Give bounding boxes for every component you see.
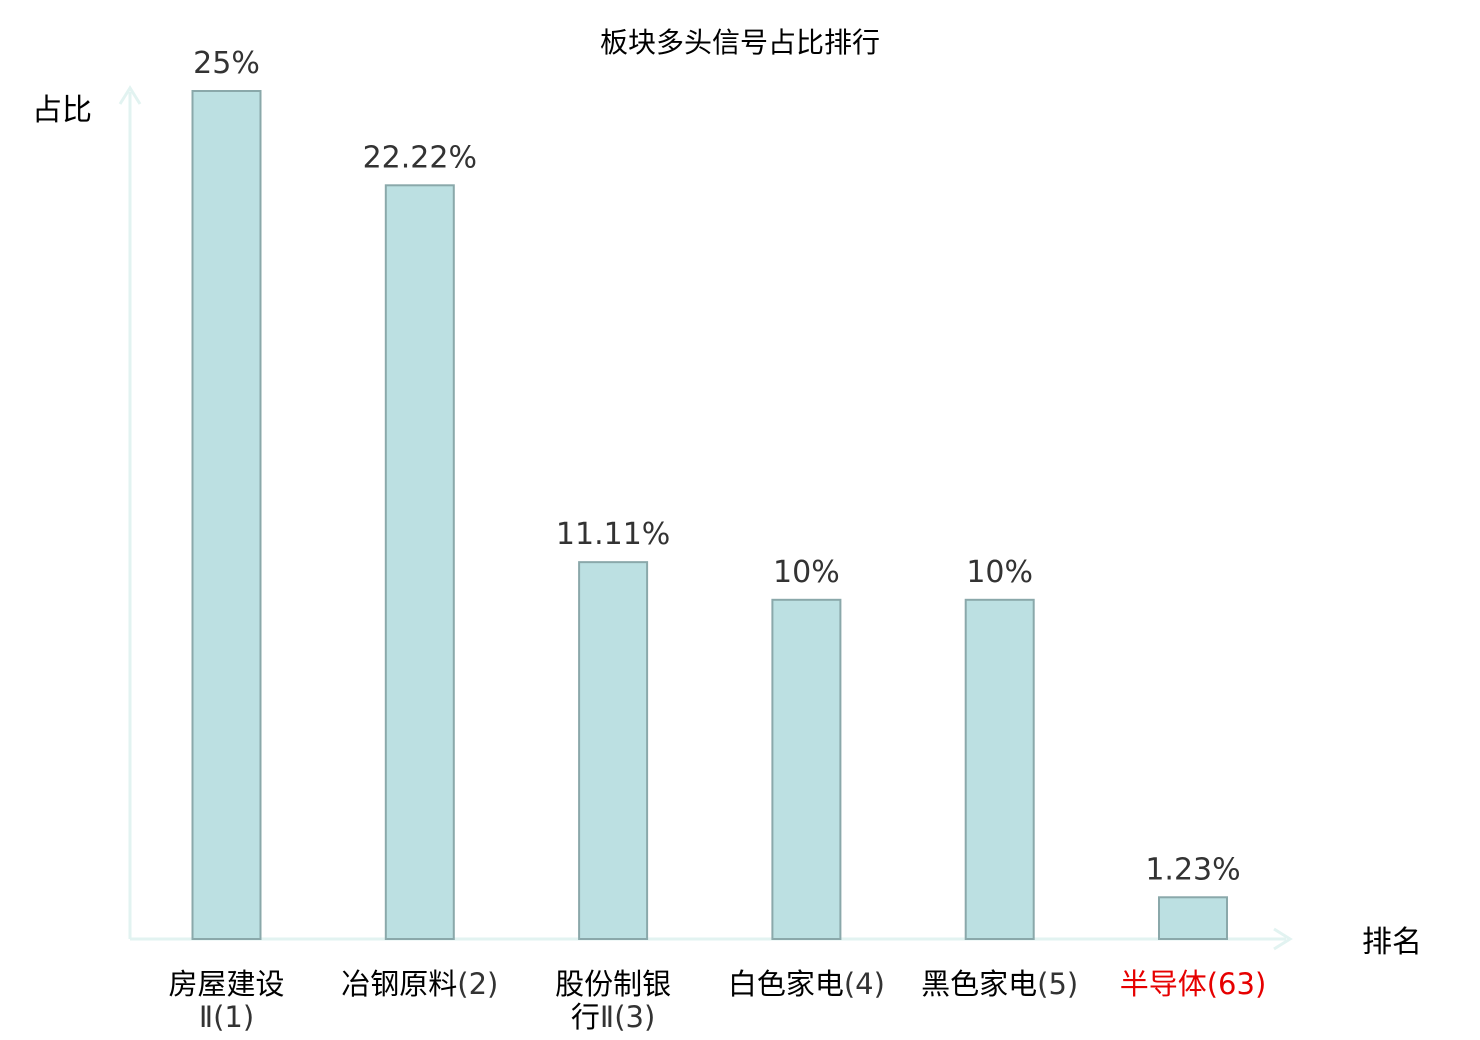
category-label: 行Ⅱ(3) bbox=[571, 1000, 655, 1034]
bar bbox=[384, 184, 455, 940]
x-axis-label: 排名 bbox=[1362, 925, 1422, 960]
value-label: 10% bbox=[773, 555, 840, 590]
category-label: 白色家电(4) bbox=[728, 967, 885, 1001]
category-label: 股份制银 bbox=[555, 967, 671, 1001]
category-label: Ⅱ(1) bbox=[199, 1000, 254, 1034]
category-label: 房屋建设 bbox=[168, 967, 284, 1001]
y-axis-arrow bbox=[118, 85, 142, 105]
value-label: 10% bbox=[966, 555, 1033, 590]
chart-title: 板块多头信号占比排行 bbox=[600, 26, 880, 59]
category-label: 半导体(63) bbox=[1120, 967, 1267, 1001]
value-label: 1.23% bbox=[1145, 852, 1240, 887]
bar bbox=[1158, 896, 1228, 940]
bars-group bbox=[191, 90, 1228, 940]
bar bbox=[964, 598, 1035, 940]
value-label: 25% bbox=[193, 46, 260, 81]
x-axis-arrow bbox=[1273, 927, 1293, 951]
category-label: 黑色家电(5) bbox=[921, 967, 1078, 1001]
category-label: 冶钢原料(2) bbox=[341, 967, 498, 1001]
y-axis-label: 占比 bbox=[32, 93, 92, 128]
axes bbox=[118, 85, 1293, 951]
bar bbox=[771, 598, 842, 940]
value-label: 22.22% bbox=[363, 140, 477, 175]
value-labels-group: 25% 22.22% 11.11% 10% 10% 1.23% bbox=[193, 46, 1241, 887]
bar bbox=[191, 90, 262, 940]
bar bbox=[578, 561, 649, 940]
value-label: 11.11% bbox=[556, 517, 670, 552]
